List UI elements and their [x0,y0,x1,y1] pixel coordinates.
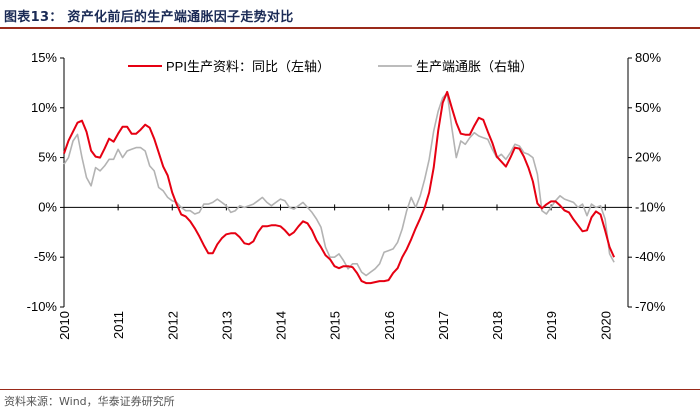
chart-series [63,90,616,285]
left-tick-label: -10% [27,299,58,314]
x-tick-label: 2014 [274,311,289,340]
x-tick-label: 2016 [382,311,397,340]
x-tick-label: 2013 [219,311,234,340]
left-tick-label: -5% [34,249,58,264]
chart-legend: PPI生产资料：同比（左轴） 生产端通胀（右轴） [128,59,533,74]
legend-label-production-inflation: 生产端通胀（右轴） [416,59,533,74]
source-divider [0,389,700,390]
series-line-ppi [63,90,616,285]
left-tick-label: 5% [38,150,57,165]
chart-ticks: -10% -5% 0% 5% 10% 15% -70% -40% -10% 20% 50% 80% 20… [27,50,666,340]
source-note: 资料来源：Wind，华泰证券研究所 [4,395,175,408]
legend-label-ppi: PPI生产资料：同比（左轴） [166,59,330,74]
right-tick-label: -10% [635,199,666,214]
left-tick-label: 15% [31,50,57,65]
right-tick-label: -40% [635,249,666,264]
x-tick-label: 2019 [544,311,559,340]
chart: -10% -5% 0% 5% 10% 15% -70% -40% -10% 20% 50% 80% 20… [27,50,666,340]
x-tick-label: 2011 [111,311,126,339]
x-tick-label: 2010 [57,311,72,340]
x-tick-label: 2017 [436,311,451,340]
right-tick-label: 20% [635,150,661,165]
x-tick-label: 2020 [598,311,613,340]
x-tick-label: 2012 [165,311,180,340]
right-tick-label: 50% [635,100,661,115]
right-tick-label: 80% [635,50,661,65]
right-tick-label: -70% [635,299,666,314]
left-tick-label: 0% [38,199,57,214]
chart-title: 图表13： 资产化前后的生产端通胀因子走势对比 [4,10,294,25]
title-divider [0,27,700,29]
left-tick-label: 10% [31,100,57,115]
x-tick-label: 2018 [490,311,505,340]
x-tick-label: 2015 [328,311,343,340]
chart-axes [63,58,629,307]
series-line-production-inflation [63,92,615,277]
